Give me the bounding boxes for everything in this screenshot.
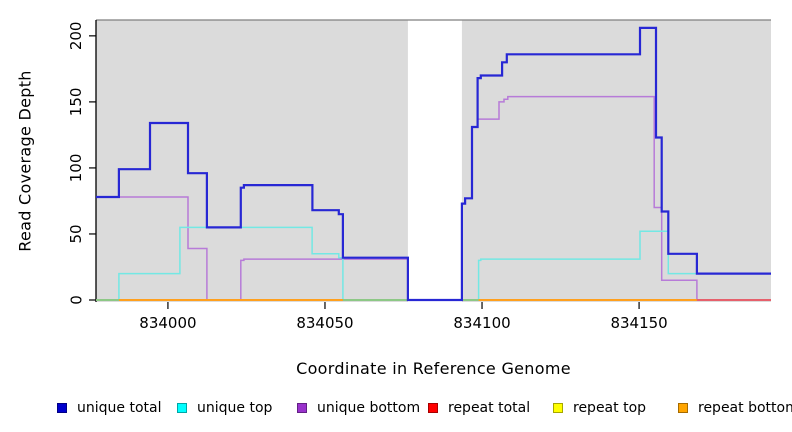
legend-item-unique-bottom: unique bottom	[297, 399, 420, 417]
x-tick-label-834100: 834100	[453, 314, 510, 332]
x-axis-title: Coordinate in Reference Genome	[296, 359, 571, 378]
legend-label: unique total	[77, 400, 162, 416]
legend-swatch-unique-total	[57, 403, 67, 413]
legend-swatch-repeat-total	[428, 403, 438, 413]
legend-item-unique-total: unique total	[57, 399, 161, 417]
legend-swatch-unique-bottom	[297, 403, 307, 413]
legend-label: unique bottom	[317, 400, 421, 416]
legend-item-unique-top: unique top	[177, 399, 272, 417]
coverage-gap-region	[407, 20, 462, 302]
x-tick-label-834150: 834150	[610, 314, 667, 332]
y-tick-label-100: 100	[67, 154, 85, 183]
legend-label: repeat total	[448, 400, 531, 416]
legend-item-repeat-top: repeat top	[553, 399, 646, 417]
y-tick-label-0: 0	[67, 295, 85, 305]
y-axis-title: Read Coverage Depth	[15, 70, 35, 252]
legend-label: repeat bottom	[698, 400, 792, 416]
legend-swatch-unique-top	[177, 403, 187, 413]
legend-swatch-repeat-bottom	[678, 403, 688, 413]
y-tick-label-150: 150	[67, 88, 85, 117]
legend-label: repeat top	[573, 400, 647, 416]
legend-swatch-repeat-top	[553, 403, 563, 413]
legend-item-repeat-total: repeat total	[428, 399, 530, 417]
x-tick-label-834050: 834050	[296, 314, 353, 332]
x-tick-label-834000: 834000	[139, 314, 196, 332]
series-unique-total	[96, 26, 771, 302]
y-tick-label-50: 50	[67, 224, 85, 243]
legend-item-repeat-bottom: repeat bottom	[678, 399, 792, 417]
legend-label: unique top	[197, 400, 273, 416]
y-tick-label-200: 200	[67, 22, 85, 51]
series-unique-top	[96, 226, 771, 301]
